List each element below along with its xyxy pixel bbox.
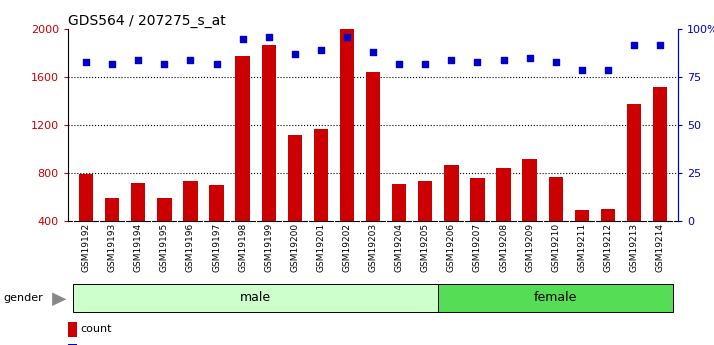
Text: GSM19197: GSM19197 xyxy=(212,223,221,272)
Text: GSM19203: GSM19203 xyxy=(368,223,378,272)
Bar xyxy=(392,184,406,269)
Text: GSM19192: GSM19192 xyxy=(81,223,91,272)
Text: count: count xyxy=(80,324,112,334)
Bar xyxy=(653,87,667,269)
Text: GSM19211: GSM19211 xyxy=(578,223,586,272)
Bar xyxy=(444,165,458,269)
Bar xyxy=(68,322,77,337)
Point xyxy=(498,57,509,63)
Text: GSM19204: GSM19204 xyxy=(395,223,403,272)
Point xyxy=(341,34,353,40)
Bar xyxy=(68,344,77,345)
Point xyxy=(237,36,248,42)
Text: GSM19213: GSM19213 xyxy=(630,223,638,272)
Point xyxy=(289,51,301,57)
Point xyxy=(159,61,170,67)
Point xyxy=(420,61,431,67)
Point xyxy=(654,42,665,47)
Text: GSM19196: GSM19196 xyxy=(186,223,195,272)
Text: GSM19207: GSM19207 xyxy=(473,223,482,272)
Point xyxy=(315,48,326,53)
Point xyxy=(211,61,222,67)
Text: GSM19212: GSM19212 xyxy=(603,223,613,272)
Bar xyxy=(438,284,673,313)
Point xyxy=(576,67,588,72)
Bar xyxy=(418,181,433,269)
Bar xyxy=(288,135,302,269)
Bar xyxy=(131,183,146,269)
Bar xyxy=(261,45,276,269)
Bar xyxy=(340,29,354,269)
Bar xyxy=(209,185,223,269)
Point xyxy=(393,61,405,67)
Text: GSM19214: GSM19214 xyxy=(655,223,665,272)
Bar xyxy=(366,72,381,269)
Bar xyxy=(105,198,119,269)
Point xyxy=(524,55,536,61)
Bar xyxy=(79,174,94,269)
Text: GSM19193: GSM19193 xyxy=(108,223,116,272)
Bar xyxy=(575,210,589,269)
Bar xyxy=(548,177,563,269)
Point xyxy=(472,59,483,65)
Point xyxy=(550,59,561,65)
Text: GSM19195: GSM19195 xyxy=(160,223,169,272)
Point xyxy=(446,57,457,63)
Bar xyxy=(313,129,328,269)
Text: male: male xyxy=(240,291,271,304)
Text: GSM19210: GSM19210 xyxy=(551,223,560,272)
Text: GSM19201: GSM19201 xyxy=(316,223,326,272)
Text: GSM19209: GSM19209 xyxy=(525,223,534,272)
Point xyxy=(628,42,640,47)
Text: GSM19200: GSM19200 xyxy=(291,223,299,272)
Point xyxy=(133,57,144,63)
Bar xyxy=(600,209,615,269)
Text: GSM19199: GSM19199 xyxy=(264,223,273,272)
Bar xyxy=(236,56,250,269)
Point xyxy=(263,34,274,40)
Text: GSM19202: GSM19202 xyxy=(343,223,351,272)
Bar xyxy=(471,178,485,269)
Text: female: female xyxy=(534,291,578,304)
Text: GSM19194: GSM19194 xyxy=(134,223,143,272)
Bar xyxy=(183,181,198,269)
Point xyxy=(602,67,613,72)
Point xyxy=(106,61,118,67)
Point xyxy=(185,57,196,63)
Polygon shape xyxy=(52,293,66,306)
Text: GSM19198: GSM19198 xyxy=(238,223,247,272)
Bar xyxy=(496,168,511,269)
Text: GSM19206: GSM19206 xyxy=(447,223,456,272)
Point xyxy=(81,59,92,65)
Bar xyxy=(73,284,438,313)
Text: GDS564 / 207275_s_at: GDS564 / 207275_s_at xyxy=(68,14,226,28)
Text: gender: gender xyxy=(4,294,44,303)
Text: GSM19208: GSM19208 xyxy=(499,223,508,272)
Point xyxy=(367,50,378,55)
Bar xyxy=(157,198,171,269)
Bar xyxy=(523,159,537,269)
Text: GSM19205: GSM19205 xyxy=(421,223,430,272)
Bar xyxy=(627,104,641,269)
